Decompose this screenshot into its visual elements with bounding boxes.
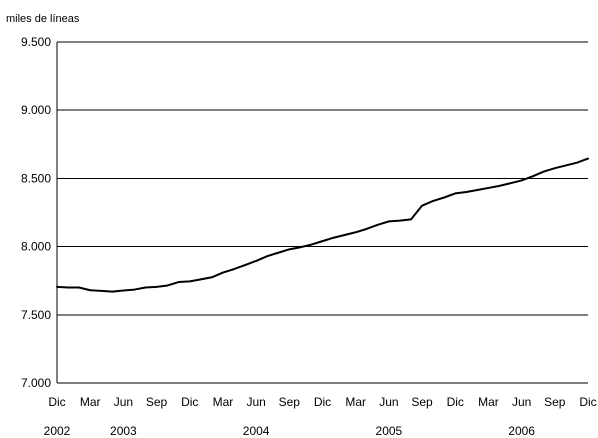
x-year-label: 2002: [44, 424, 71, 438]
data-point: [144, 286, 147, 289]
data-point: [111, 291, 113, 293]
data-point: [310, 243, 313, 246]
y-tick-label: 8.500: [21, 171, 51, 185]
data-point: [277, 252, 279, 254]
data-point: [377, 224, 379, 226]
x-tick-label: Dic: [579, 395, 596, 409]
x-tick-label: Mar: [213, 395, 234, 409]
data-point: [222, 271, 224, 274]
x-tick-label: Jun: [246, 395, 265, 409]
data-point: [122, 289, 124, 292]
data-point: [332, 237, 335, 239]
x-tick-label: Dic: [314, 395, 331, 409]
x-tick-label: Jun: [512, 395, 531, 409]
series: [56, 157, 589, 293]
y-tick-label: 8.000: [21, 240, 51, 254]
data-point: [355, 231, 357, 233]
x-tick-label: Jun: [114, 395, 133, 409]
data-point: [167, 284, 169, 287]
y-tick-label: 9.500: [21, 35, 51, 49]
y-tick-label: 7.000: [21, 376, 51, 390]
data-point: [266, 255, 268, 257]
x-tick-label: Dic: [181, 395, 198, 409]
data-point: [344, 234, 346, 236]
data-point: [233, 268, 235, 270]
data-point: [432, 200, 434, 202]
x-tick-label: Mar: [80, 395, 101, 409]
x-tick-label: Dic: [48, 395, 65, 409]
x-tick-labels: Dic Mar Jun Sep Dic Mar Jun Sep Dic Mar Jun Sep Dic M…: [44, 395, 597, 438]
data-point: [67, 286, 69, 289]
data-point: [543, 170, 545, 173]
data-point: [399, 220, 401, 222]
data-point: [454, 192, 456, 195]
data-point: [509, 182, 512, 184]
data-point: [299, 246, 301, 248]
data-point: [521, 179, 523, 182]
x-year-label: 2004: [243, 424, 270, 438]
x-tick-label: Dic: [447, 395, 464, 409]
data-point: [133, 288, 136, 291]
data-point: [498, 185, 501, 187]
x-tick-label: Jun: [379, 395, 398, 409]
x-year-label: 2006: [508, 424, 535, 438]
x-year-label: 2003: [110, 424, 137, 438]
data-point: [288, 248, 290, 250]
data-point: [532, 175, 534, 177]
data-point: [244, 264, 246, 266]
data-point: [554, 167, 556, 169]
data-point: [189, 280, 191, 282]
x-tick-label: Mar: [478, 395, 499, 409]
data-point: [56, 286, 58, 288]
y-tick-labels: 7.000 7.500 8.000 8.500 9.000 9.500: [21, 35, 51, 390]
data-point: [388, 220, 390, 222]
data-point: [178, 281, 180, 283]
data-point: [200, 278, 202, 280]
data-point: [487, 187, 490, 189]
gridlines: [57, 41, 588, 316]
data-point: [576, 162, 578, 164]
data-point: [476, 189, 478, 191]
data-point: [100, 290, 102, 292]
data-point: [89, 289, 91, 291]
data-point: [465, 191, 467, 193]
data-point: [78, 286, 80, 289]
x-tick-label: Mar: [345, 395, 366, 409]
data-point: [565, 164, 567, 167]
y-tick-label: 9.000: [21, 103, 51, 117]
x-tick-label: Sep: [411, 395, 433, 409]
data-point: [366, 228, 368, 230]
y-axis-unit-label: miles de líneas: [6, 13, 80, 25]
data-point: [211, 276, 213, 278]
data-point: [410, 218, 412, 220]
x-tick-label: Sep: [544, 395, 566, 409]
x-year-label: 2005: [376, 424, 403, 438]
axes: [56, 42, 588, 384]
data-point: [587, 158, 589, 160]
data-point: [443, 196, 445, 199]
data-point: [321, 240, 324, 242]
y-tick-label: 7.500: [21, 308, 51, 322]
data-point: [255, 260, 257, 262]
data-point: [155, 286, 158, 288]
data-point: [421, 205, 423, 207]
x-tick-label: Sep: [279, 395, 301, 409]
x-tick-label: Sep: [146, 395, 168, 409]
